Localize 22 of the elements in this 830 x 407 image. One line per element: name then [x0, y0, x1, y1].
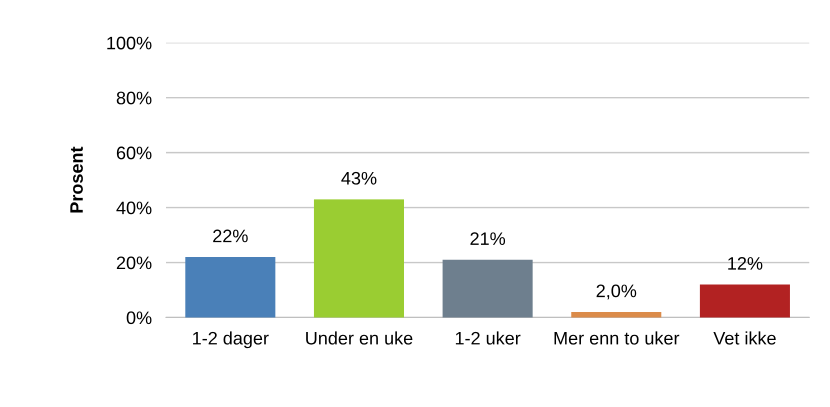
y-tick-label: 20%	[116, 256, 152, 270]
x-tick-label: Under en uke	[306, 331, 412, 345]
x-tick-label: Vet ikke	[713, 331, 776, 345]
data-label: 21%	[470, 232, 506, 246]
y-tick-label: 40%	[116, 202, 152, 214]
y-tick-label: 60%	[116, 146, 152, 160]
data-label: 43%	[341, 172, 376, 185]
bar	[571, 312, 662, 318]
x-tick-label: Mer enn to uker	[554, 331, 680, 345]
bar	[442, 260, 533, 318]
bar	[185, 257, 276, 318]
y-tick-label: 100%	[107, 36, 152, 50]
x-tick-label: 1-2 uker	[456, 331, 520, 345]
bar	[700, 284, 790, 318]
y-axis-title: Prosent	[70, 146, 83, 212]
data-label: 2,0%	[596, 284, 636, 300]
y-tick-label: 0%	[126, 311, 152, 324]
data-label: 22%	[213, 230, 248, 242]
bar	[314, 199, 404, 318]
y-tick-label: 80%	[116, 92, 152, 104]
x-tick-label: 1-2 dager	[193, 331, 269, 348]
data-label: 12%	[728, 257, 762, 270]
